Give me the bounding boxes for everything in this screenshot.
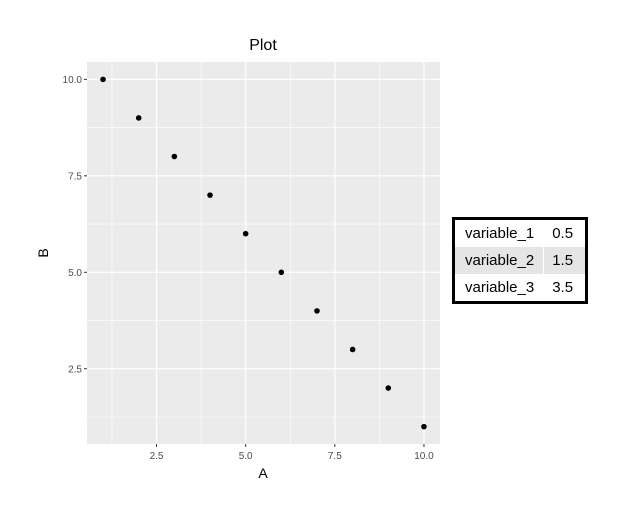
data-point — [135, 115, 142, 121]
data-point — [207, 192, 213, 198]
data-point — [349, 346, 356, 353]
data-point — [100, 76, 106, 83]
table-row: variable_2 1.5 — [453, 247, 587, 274]
data-point — [421, 423, 427, 430]
y-tick-label: 7.5 — [68, 171, 82, 182]
x-tick-label: 7.5 — [328, 451, 342, 462]
x-tick-label: 2.5 — [150, 451, 164, 462]
x-axis-ticks: 2.5 5.0 7.5 10.0 — [150, 444, 434, 462]
data-point — [242, 230, 249, 237]
data-point — [314, 308, 320, 314]
variable-value-cell: 0.5 — [552, 225, 574, 242]
data-points — [100, 76, 427, 430]
y-tick-label: 5.0 — [68, 268, 82, 279]
data-point — [171, 153, 178, 160]
x-axis-title: A — [258, 465, 268, 481]
data-point — [385, 385, 392, 391]
minor-gridlines — [87, 62, 440, 444]
data-point — [278, 269, 285, 276]
table-row: variable_1 0.5 — [453, 218, 587, 247]
variable-name-cell: variable_2 — [453, 247, 545, 274]
variables-table: variable_1 0.5 variable_2 1.5 variable_3… — [452, 217, 589, 304]
table-row: variable_3 3.5 — [453, 274, 587, 303]
y-axis-title: B — [35, 248, 51, 257]
x-tick-label: 5.0 — [239, 451, 253, 462]
plot-panel — [87, 62, 440, 444]
y-axis-ticks: 2.5 5.0 7.5 10.0 — [63, 75, 87, 375]
variable-name-cell: variable_1 — [453, 218, 545, 247]
y-tick-label: 2.5 — [68, 364, 82, 375]
chart-title: Plot — [249, 37, 277, 54]
variable-value-cell: 3.5 — [552, 279, 574, 296]
x-tick-label: 10.0 — [414, 451, 434, 462]
variable-name-cell: variable_3 — [453, 274, 545, 303]
variable-value-cell: 1.5 — [543, 247, 587, 274]
y-tick-label: 10.0 — [63, 75, 83, 86]
major-gridlines — [87, 62, 440, 444]
